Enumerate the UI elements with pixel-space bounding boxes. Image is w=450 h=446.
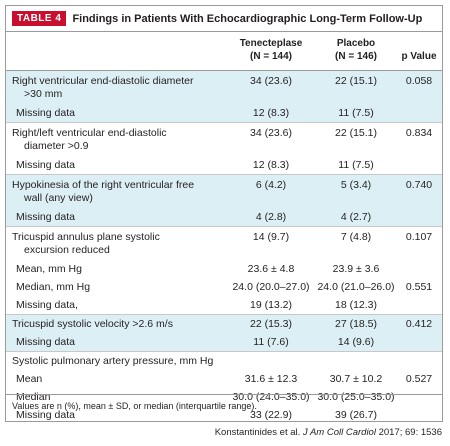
table-row: Tricuspid annulus plane systolic excursio… — [6, 226, 442, 260]
tenecteplase-cell: 22 (15.3) — [249, 318, 293, 330]
tenecteplase-cell: 19 (13.2) — [249, 299, 293, 311]
header-tenecteplase-label: Tenecteplase — [239, 38, 303, 49]
row-label: Missing data — [16, 409, 75, 421]
header-placebo-label: Placebo — [336, 38, 376, 49]
row-label: Systolic pulmonary artery pressure, mm H… — [12, 355, 214, 367]
placebo-cell: 22 (15.1) — [334, 127, 378, 139]
tenecteplase-cell: 34 (23.6) — [249, 75, 293, 87]
placebo-cell: 23.9 ± 3.6 — [332, 263, 380, 275]
pvalue-cell: 0.551 — [405, 281, 433, 293]
placebo-cell: 22 (15.1) — [334, 75, 378, 87]
row-label: Missing data — [16, 336, 75, 348]
tenecteplase-cell: 4 (2.8) — [255, 211, 287, 223]
row-label: Median, mm Hg — [16, 281, 91, 293]
citation-ref: 2017; 69: 1536 — [378, 427, 442, 438]
table-row: Systolic pulmonary artery pressure, mm H… — [6, 351, 442, 370]
pvalue-cell: 0.740 — [405, 179, 433, 191]
citation-journal: J Am Coll Cardiol — [302, 427, 376, 438]
pvalue-cell: 0.107 — [405, 231, 433, 243]
table-row: Mean 31.6 ± 12.3 30.7 ± 10.2 0.527 — [6, 370, 442, 388]
tenecteplase-cell: 34 (23.6) — [249, 127, 293, 139]
placebo-cell: 5 (3.4) — [340, 179, 372, 191]
row-label: Mean, mm Hg — [16, 263, 82, 275]
row-label: Missing data — [16, 211, 75, 223]
tenecteplase-cell: 31.6 ± 12.3 — [244, 373, 298, 385]
placebo-cell: 39 (26.7) — [334, 409, 378, 421]
header-placebo-n: (N = 146) — [335, 51, 377, 62]
table-row: Missing data 4 (2.8) 4 (2.7) — [6, 208, 442, 226]
pvalue-cell: 0.412 — [405, 318, 433, 330]
table-row: Tricuspid systolic velocity >2.6 m/s 22 (… — [6, 314, 442, 333]
table-row: Missing data 11 (7.6) 14 (9.6) — [6, 333, 442, 351]
row-label: Missing data, — [16, 299, 78, 311]
placebo-cell: 11 (7.5) — [338, 107, 374, 119]
table-row: Missing data, 19 (13.2) 18 (12.3) — [6, 296, 442, 314]
table-row: Median, mm Hg 24.0 (20.0–27.0) 24.0 (21.0–… — [6, 278, 442, 296]
table-row: Missing data 12 (8.3) 11 (7.5) — [6, 104, 442, 122]
tenecteplase-cell: 23.6 ± 4.8 — [247, 263, 295, 275]
placebo-cell: 4 (2.7) — [340, 211, 372, 223]
table-tag: TABLE 4 — [12, 11, 67, 26]
header-pvalue: p Value — [401, 51, 437, 62]
row-label: Hypokinesia of the right ventricular fre… — [12, 179, 195, 191]
table-row: Mean, mm Hg 23.6 ± 4.8 23.9 ± 3.6 — [6, 260, 442, 278]
table-footnote: Values are n (%), mean ± SD, or median (… — [6, 394, 442, 421]
placebo-cell: 18 (12.3) — [334, 299, 378, 311]
row-label-continued: >30 mm — [24, 88, 63, 100]
tenecteplase-cell: 14 (9.7) — [252, 231, 290, 243]
header-tenecteplase: Tenecteplase (N = 144) — [226, 37, 316, 63]
table-row: Missing data 33 (22.9) 39 (26.7) — [6, 406, 442, 424]
row-label: Tricuspid annulus plane systolic — [12, 231, 160, 243]
tenecteplase-cell: 11 (7.6) — [253, 336, 289, 348]
pvalue-cell: 0.058 — [405, 75, 433, 87]
table-row: Hypokinesia of the right ventricular fre… — [6, 174, 442, 208]
placebo-cell: 24.0 (21.0–26.0) — [317, 281, 395, 293]
row-label: Tricuspid systolic velocity >2.6 m/s — [12, 318, 173, 330]
placebo-cell: 14 (9.6) — [337, 336, 375, 348]
table-frame: TABLE 4 Findings in Patients With Echoca… — [5, 5, 443, 422]
row-label: Missing data — [16, 159, 75, 171]
tenecteplase-cell: 12 (8.3) — [252, 107, 290, 119]
placebo-cell: 11 (7.5) — [338, 159, 374, 171]
placebo-cell: 30.7 ± 10.2 — [329, 373, 383, 385]
tenecteplase-cell: 33 (22.9) — [249, 409, 293, 421]
table-title-bar: TABLE 4 Findings in Patients With Echoca… — [6, 6, 442, 32]
row-label: Right/left ventricular end-diastolic — [12, 127, 167, 139]
pvalue-cell: 0.834 — [405, 127, 433, 139]
row-label-continued: diameter >0.9 — [24, 140, 89, 152]
table-row: Missing data 12 (8.3) 11 (7.5) — [6, 156, 442, 174]
table-row: Right/left ventricular end-diastolic diam… — [6, 122, 442, 156]
table-body: Right ventricular end-diastolic diameter… — [6, 71, 442, 424]
placebo-cell: 27 (18.5) — [334, 318, 378, 330]
citation: Konstantinides et al. J Am Coll Cardiol … — [215, 427, 442, 438]
header-tenecteplase-n: (N = 144) — [250, 51, 292, 62]
row-label-continued: wall (any view) — [24, 192, 93, 204]
row-label: Right ventricular end-diastolic diameter — [12, 75, 194, 87]
row-label: Mean — [16, 373, 43, 385]
header-placebo: Placebo (N = 146) — [311, 37, 401, 63]
table-header: Tenecteplase (N = 144) Placebo (N = 146)… — [6, 32, 442, 71]
pvalue-cell: 0.527 — [405, 373, 433, 385]
citation-authors: Konstantinides et al. — [214, 427, 301, 438]
table-title: Findings in Patients With Echocardiograp… — [72, 12, 423, 25]
placebo-cell: 7 (4.8) — [340, 231, 372, 243]
table-row: Right ventricular end-diastolic diameter… — [6, 71, 442, 104]
row-label-continued: excursion reduced — [24, 244, 110, 256]
row-label: Missing data — [16, 107, 75, 119]
tenecteplase-cell: 6 (4.2) — [255, 179, 287, 191]
tenecteplase-cell: 24.0 (20.0–27.0) — [232, 281, 310, 293]
tenecteplase-cell: 12 (8.3) — [252, 159, 290, 171]
